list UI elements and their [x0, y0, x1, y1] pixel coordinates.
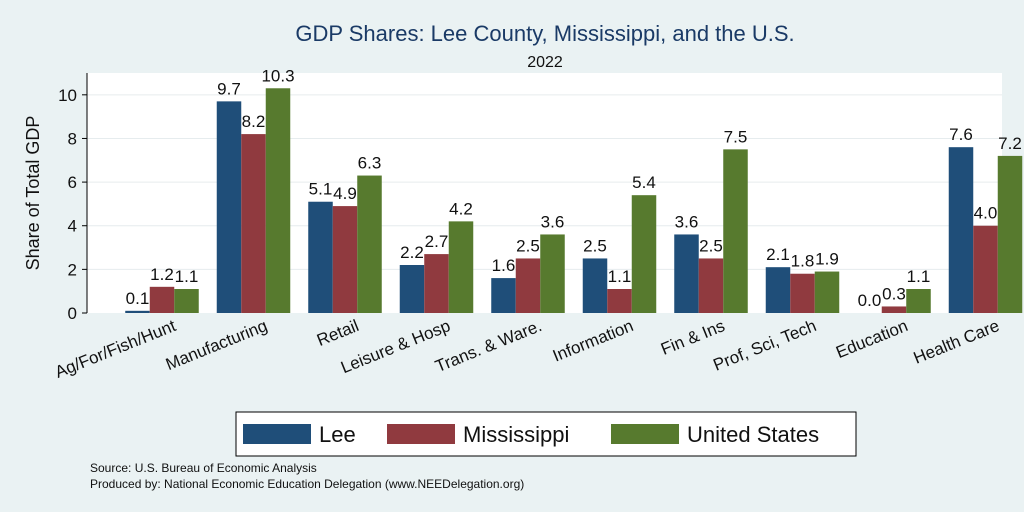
bar — [399, 265, 425, 313]
y-tick-label: 10 — [58, 86, 77, 105]
bar — [765, 267, 791, 313]
bar — [790, 273, 815, 313]
data-label: 7.6 — [949, 125, 973, 144]
y-tick-label: 8 — [68, 129, 77, 148]
data-label: 8.2 — [242, 112, 266, 131]
bar — [540, 234, 565, 313]
bar — [216, 101, 242, 313]
data-label: 0.1 — [126, 289, 150, 308]
x-category-label: Education — [833, 316, 910, 362]
chart-title: GDP Shares: Lee County, Mississippi, and… — [295, 21, 794, 46]
bar — [582, 258, 608, 313]
data-label: 1.2 — [150, 265, 174, 284]
bar — [814, 271, 840, 313]
data-label: 1.1 — [175, 267, 199, 286]
data-label: 10.3 — [261, 66, 294, 85]
data-label: 6.3 — [358, 154, 382, 173]
legend-label: United States — [687, 422, 819, 447]
data-label: 1.1 — [608, 267, 632, 286]
bar — [906, 289, 931, 313]
bar — [424, 254, 449, 313]
bars — [125, 88, 1023, 313]
legend-label: Lee — [319, 422, 356, 447]
data-label: 5.4 — [632, 173, 656, 192]
data-label: 4.0 — [974, 204, 998, 223]
y-tick-label: 4 — [68, 217, 77, 236]
data-label: 7.5 — [724, 127, 748, 146]
bar — [515, 258, 541, 313]
data-label: 1.6 — [492, 256, 516, 275]
bar — [698, 258, 724, 313]
data-label: 2.5 — [583, 236, 607, 255]
bar — [491, 278, 516, 313]
data-label: 2.5 — [516, 236, 540, 255]
data-label: 9.7 — [217, 79, 241, 98]
data-label: 0.0 — [858, 291, 882, 310]
bar — [357, 175, 382, 313]
bar — [607, 289, 632, 313]
bar — [308, 201, 333, 313]
data-label: 1.8 — [791, 252, 815, 271]
bar — [125, 310, 150, 313]
y-axis-ticks: 0 2 4 6 8 10 — [58, 86, 87, 323]
bar — [265, 88, 291, 313]
y-tick-label: 6 — [68, 173, 77, 192]
bar — [881, 306, 907, 313]
bar — [948, 147, 974, 313]
bar — [997, 155, 1023, 313]
y-tick-label: 0 — [68, 304, 77, 323]
x-category-label: Information — [550, 316, 636, 365]
data-label: 2.5 — [699, 236, 723, 255]
data-label: 3.6 — [541, 212, 565, 231]
legend: Lee Mississippi United States — [235, 411, 857, 457]
source-note: Source: U.S. Bureau of Economic Analysis — [90, 461, 317, 475]
bar — [332, 206, 358, 313]
data-label: 7.2 — [998, 134, 1022, 153]
legend-swatch — [243, 424, 311, 444]
x-category-label: Ag/For/Fish/Hunt — [52, 316, 179, 382]
data-label: 2.7 — [425, 232, 449, 251]
bar — [448, 221, 474, 313]
data-labels: 0.19.75.12.21.62.53.62.10.07.61.28.24.92… — [126, 66, 1022, 310]
legend-box — [235, 411, 857, 457]
bar — [723, 149, 748, 313]
bar — [674, 234, 699, 313]
legend-swatch — [611, 424, 679, 444]
bar — [973, 225, 998, 313]
x-category-label: Health Care — [911, 316, 1002, 368]
x-category-label: Fin & Ins — [658, 316, 727, 359]
legend-swatch — [387, 424, 455, 444]
bar — [149, 286, 175, 313]
bar — [631, 195, 657, 313]
bar — [174, 289, 199, 313]
data-label: 5.1 — [309, 180, 333, 199]
data-label: 1.9 — [815, 250, 839, 269]
y-axis-label: Share of Total GDP — [23, 116, 43, 271]
data-label: 0.3 — [882, 284, 906, 303]
x-category-label: Retail — [314, 316, 361, 350]
data-label: 2.1 — [766, 245, 790, 264]
data-label: 1.1 — [907, 267, 931, 286]
produced-by-note: Produced by: National Economic Education… — [90, 477, 524, 491]
legend-label: Mississippi — [463, 422, 569, 447]
data-label: 4.2 — [449, 199, 473, 218]
data-label: 3.6 — [675, 212, 699, 231]
chart-subtitle: 2022 — [527, 54, 563, 71]
x-category-label: Manufacturing — [163, 316, 270, 374]
x-category-label: Prof, Sci, Tech — [711, 316, 819, 375]
data-label: 4.9 — [333, 184, 357, 203]
data-label: 2.2 — [400, 243, 424, 262]
bar — [241, 134, 266, 313]
y-tick-label: 2 — [68, 260, 77, 279]
